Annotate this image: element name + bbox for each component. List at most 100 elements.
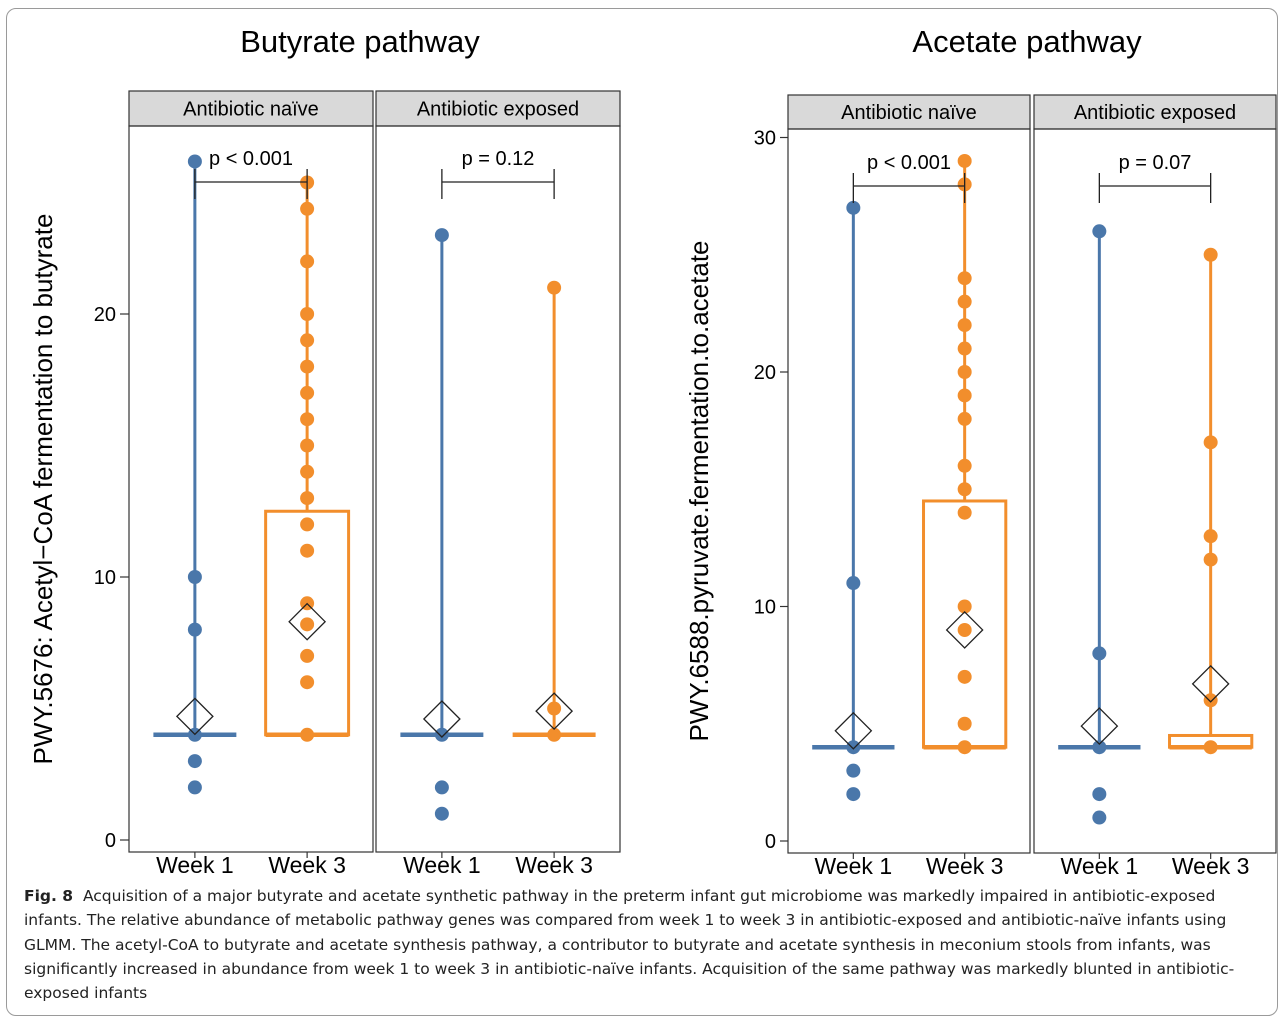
chart-title: Butyrate pathway	[240, 24, 480, 59]
data-point	[300, 648, 315, 663]
data-point	[957, 599, 972, 614]
x-tick-label: Week 3	[268, 852, 346, 878]
data-point	[846, 787, 861, 802]
data-point	[1092, 787, 1107, 802]
data-point	[300, 675, 315, 690]
y-axis-label: PWY.5676: Acetyl−CoA fermentation to but…	[28, 214, 58, 765]
x-tick-label: Week 1	[156, 852, 234, 878]
data-point	[957, 505, 972, 520]
facet-panel	[375, 125, 621, 853]
data-point	[1092, 740, 1107, 755]
mean-diamond	[945, 611, 984, 649]
p-value-label: p = 0.07	[1119, 152, 1192, 174]
y-tick-label: 0	[765, 831, 776, 853]
y-tick-label: 10	[754, 597, 776, 619]
facet-antibiotic-exposed: Antibiotic exposed Week 1 Week 3 p = 0.12	[375, 90, 621, 878]
facet-panel	[787, 128, 1031, 854]
facet-strip	[787, 94, 1031, 130]
mean-diamond	[422, 700, 461, 738]
data-point	[1203, 552, 1218, 567]
facet-strip	[128, 90, 374, 127]
figure-frame	[6, 8, 1278, 1016]
data-point	[957, 716, 972, 731]
mean-diamond	[288, 602, 327, 641]
data-point	[434, 806, 449, 821]
data-point	[1203, 740, 1218, 755]
data-point	[1203, 529, 1218, 544]
facet-label: Antibiotic exposed	[1074, 102, 1236, 124]
figure-caption: Fig. 8 Acquisition of a major butyrate a…	[24, 884, 1264, 1005]
data-point	[300, 307, 315, 321]
y-tick-label: 0	[105, 830, 116, 852]
chart-butyrate: Butyrate pathway PWY.5676: Acetyl−CoA fer…	[28, 24, 621, 878]
facet-label: Antibiotic naïve	[841, 102, 977, 124]
x-tick-label: Week 3	[926, 853, 1004, 879]
chart-acetate: Acetate pathway PWY.6588.pyruvate.ferment…	[684, 24, 1277, 879]
data-point	[187, 154, 202, 169]
y-tick-label: 20	[94, 304, 116, 326]
facet-label: Antibiotic exposed	[417, 99, 579, 121]
mean-diamond	[834, 711, 873, 750]
data-point	[957, 365, 972, 379]
data-point	[957, 669, 972, 684]
x-tick-label: Week 1	[403, 852, 481, 878]
data-point	[957, 153, 972, 168]
data-point	[547, 280, 562, 295]
y-axis-label: PWY.6588.pyruvate.fermentation.to.acetat…	[684, 240, 714, 741]
caption-text: Acquisition of a major butyrate and acet…	[24, 887, 1235, 1003]
x-tick-label: Week 1	[815, 853, 893, 879]
p-value-label: p < 0.001	[867, 152, 951, 174]
data-point	[434, 780, 449, 795]
data-point	[434, 727, 449, 742]
facet-antibiotic-naive: Antibiotic naïve Week 1 Week 3 p < 0.001	[787, 94, 1031, 879]
data-point	[846, 200, 861, 215]
data-point	[1203, 435, 1218, 450]
data-point	[957, 458, 972, 473]
data-point	[187, 754, 202, 769]
data-point	[957, 622, 972, 637]
data-point	[187, 780, 202, 795]
data-point	[846, 740, 861, 755]
facet-label: Antibiotic naïve	[183, 99, 319, 121]
mean-diamond	[1080, 707, 1119, 746]
mean-diamond	[1191, 664, 1230, 703]
facet-strip	[1033, 94, 1277, 130]
data-point	[957, 318, 972, 333]
data-point	[957, 341, 972, 356]
data-point	[300, 438, 315, 453]
data-point	[300, 617, 315, 632]
data-point	[187, 570, 202, 584]
data-point	[1092, 646, 1107, 661]
caption-label: Fig. 8	[24, 887, 74, 905]
x-tick-label: Week 1	[1061, 853, 1139, 879]
data-point	[187, 622, 202, 637]
data-point	[957, 411, 972, 426]
data-point	[300, 254, 315, 269]
chart-title: Acetate pathway	[912, 24, 1142, 59]
data-point	[300, 333, 315, 348]
data-point	[957, 294, 972, 309]
data-point	[300, 491, 315, 506]
data-point	[1092, 224, 1107, 239]
data-point	[300, 385, 315, 400]
data-point	[300, 359, 315, 374]
data-point	[1203, 247, 1218, 262]
figure-canvas: Butyrate pathway PWY.5676: Acetyl−CoA fer…	[28, 24, 1277, 879]
data-point	[300, 412, 315, 427]
data-point	[300, 543, 315, 558]
data-point	[1092, 810, 1107, 825]
y-tick-label: 10	[94, 567, 116, 589]
data-point	[547, 727, 562, 742]
y-tick-label: 20	[754, 362, 776, 384]
data-point	[1203, 693, 1218, 708]
facet-panel	[1033, 128, 1277, 854]
data-point	[846, 763, 861, 778]
data-point	[957, 388, 972, 403]
data-point	[300, 464, 315, 479]
data-point	[547, 701, 562, 716]
data-point	[300, 201, 315, 216]
x-tick-label: Week 3	[515, 852, 593, 878]
mean-diamond	[535, 692, 574, 731]
p-value-label: p = 0.12	[462, 148, 535, 170]
p-value-label: p < 0.001	[209, 148, 293, 170]
